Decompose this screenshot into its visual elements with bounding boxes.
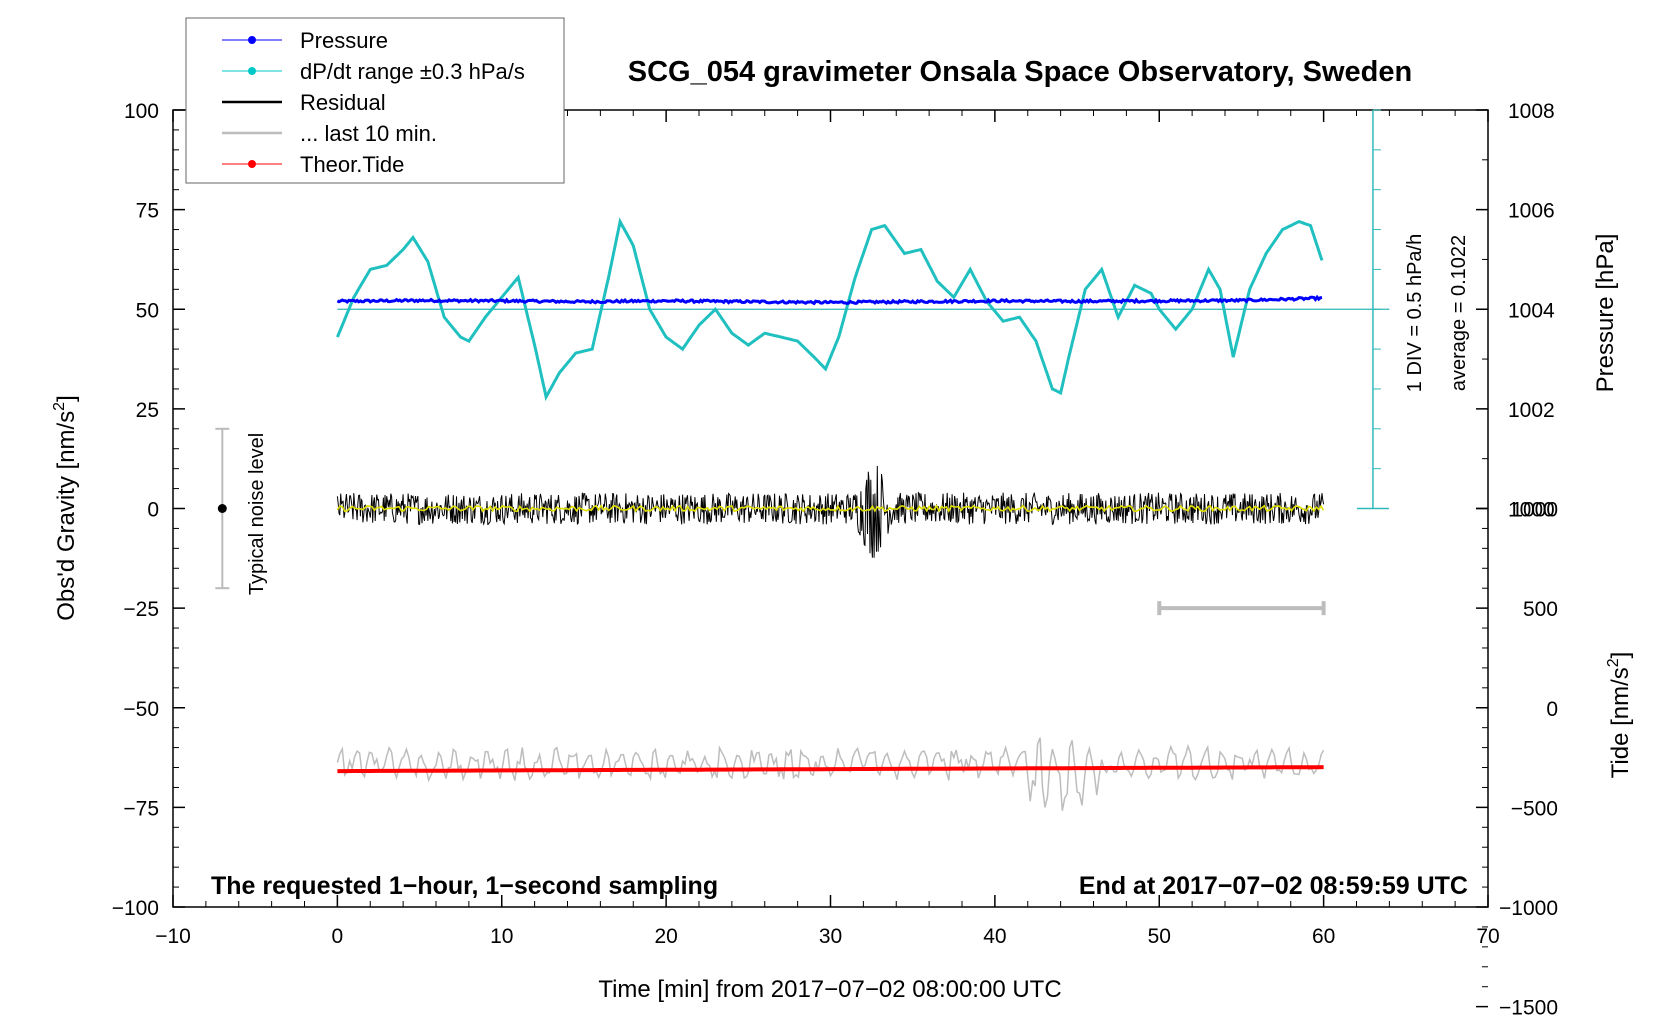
pressure-tick-label: 1002: [1508, 399, 1555, 422]
residual-series-line: [336, 465, 1325, 558]
legend-label: dP/dt range ±0.3 hPa/s: [300, 59, 525, 84]
y-tick-label: 75: [136, 200, 159, 223]
x-tick-label: 50: [1148, 925, 1171, 948]
marks-layer: [215, 427, 1326, 616]
y-axis-label-close: ]: [53, 395, 80, 402]
legend-box: [185, 17, 565, 184]
x-tick-label: 20: [654, 925, 677, 948]
pressure-tick-label: 1004: [1508, 299, 1555, 322]
y-tick-label: 25: [136, 399, 159, 422]
dpdt-series-line: [336, 217, 1324, 402]
legend-swatch-marker: [248, 160, 256, 168]
tide-tick-label: −500: [1511, 797, 1558, 820]
tide-tick-label: −1000: [1499, 897, 1558, 920]
x-tick-label: 0: [332, 925, 344, 948]
legend: Pressure dP/dt range ±0.3 hPa/s Residual..…: [185, 17, 565, 184]
tide-tick-label: 0: [1546, 698, 1558, 721]
annotation-sampling: The requested 1−hour, 1−second sampling: [211, 872, 718, 900]
legend-label: ... last 10 min.: [300, 121, 437, 146]
pressure-series-line: [336, 294, 1323, 306]
tide-axis-label-text: Tide [nm/s: [1607, 667, 1634, 778]
tide-tick-label: 1000: [1511, 499, 1558, 522]
series-layer: [336, 217, 1325, 811]
y-axis-label-sup: 2: [51, 402, 68, 411]
pressure-tick-label: 1000: [1508, 499, 1555, 522]
tide-tick-label: 500: [1523, 598, 1558, 621]
x-tick-label: 10: [490, 925, 513, 948]
y-tick-label: 0: [147, 499, 159, 522]
pressure-tick-label: 1006: [1508, 200, 1555, 223]
x-tick-label: 40: [983, 925, 1006, 948]
dpdt-scale: [337, 109, 1390, 510]
y-axis-label: Obs'd Gravity [nm/s2]: [51, 395, 80, 621]
legend-swatch-marker: [248, 67, 256, 75]
dpdt-division-label: 1 DIV = 0.5 hPa/h: [1404, 234, 1426, 392]
residual-smoothed-line: [336, 504, 1325, 513]
x-axis-label: Time [min] from 2017−07−02 08:00:00 UTC: [598, 976, 1061, 1003]
annotation-end-time: End at 2017−07−02 08:59:59 UTC: [1079, 872, 1468, 900]
noise-bar-center-dot: [217, 504, 227, 513]
x-tick-label: −10: [155, 925, 191, 948]
legend-label: Theor.Tide: [300, 152, 404, 177]
y-tick-label: −25: [123, 598, 159, 621]
x-tick-label: 70: [1476, 925, 1499, 948]
theor-tide-series-line: [337, 765, 1324, 774]
y-tick-label: 50: [136, 299, 159, 322]
tide-axis-label-close: ]: [1607, 652, 1634, 659]
pressure-tick-label: 1008: [1508, 100, 1555, 123]
y-tick-label: −50: [123, 698, 159, 721]
pressure-axis-label: Pressure [hPa]: [1592, 234, 1619, 393]
legend-items: Pressure dP/dt range ±0.3 hPa/s Residual..…: [222, 28, 525, 177]
tide-axis-label: Tide [nm/s2]: [1605, 652, 1634, 779]
dpdt-average-label: average = 0.1022: [1448, 235, 1470, 391]
x-tick-label: 30: [819, 925, 842, 948]
legend-label: Pressure: [300, 28, 388, 53]
axis-ticks: −10 0 10 20 30 40 50 60 70−100−75−50−25025507510…: [112, 100, 1558, 1020]
legend-swatch-marker: [248, 36, 256, 44]
y-axis-label-text: Obs'd Gravity [nm/s: [53, 411, 80, 621]
noise-level-label: Typical noise level: [246, 433, 268, 595]
chart-title: SCG_054 gravimeter Onsala Space Observat…: [628, 56, 1412, 88]
legend-label: Residual: [300, 90, 386, 115]
y-tick-label: −75: [123, 797, 159, 820]
tide-axis-label-sup: 2: [1605, 658, 1622, 667]
tide-tick-label: −1500: [1499, 997, 1558, 1020]
y-tick-label: −100: [112, 897, 159, 920]
x-tick-label: 60: [1312, 925, 1335, 948]
y-tick-label: 100: [124, 100, 159, 123]
